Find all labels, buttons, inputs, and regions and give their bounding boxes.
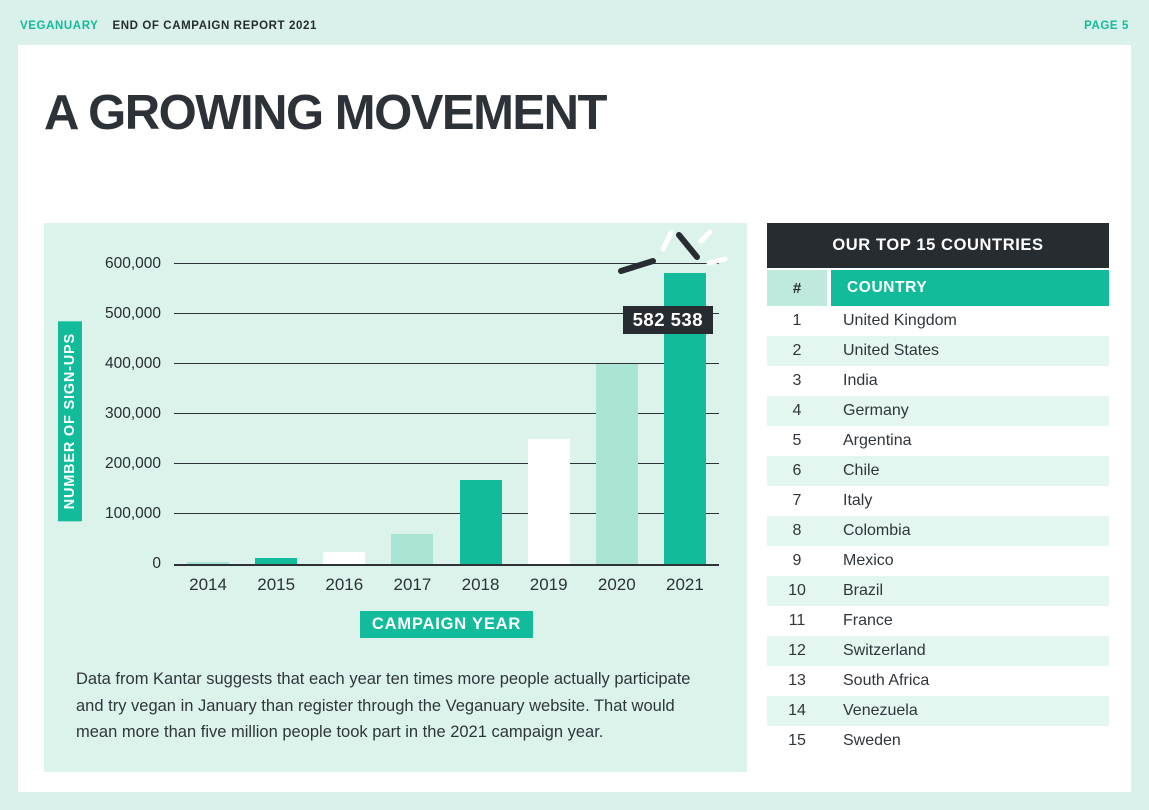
- table-row: 4 Germany: [767, 396, 1109, 426]
- sparkle-burst-icon: [618, 229, 728, 274]
- brand-logo: VEGANUARY: [20, 20, 99, 32]
- x-tick-label: 2014: [189, 575, 227, 594]
- table-header-row: # COUNTRY: [767, 270, 1109, 306]
- rank-cell: 15: [788, 732, 806, 749]
- bar-2018: [459, 480, 502, 564]
- rank-cell: 10: [788, 582, 806, 599]
- report-title: END OF CAMPAIGN REPORT 2021: [112, 20, 317, 32]
- gridline: [174, 363, 719, 364]
- table-row: 6 Chile: [767, 456, 1109, 486]
- table-row: 3 India: [767, 366, 1109, 396]
- table-row: 9 Mexico: [767, 546, 1109, 576]
- page-content: NUMBER OF SIGN-UPS 582 538 0 100,000 200,0…: [44, 223, 1109, 773]
- country-cell: Switzerland: [843, 642, 926, 659]
- y-axis-label: NUMBER OF SIGN-UPS: [58, 321, 82, 522]
- country-cell: Venezuela: [843, 702, 918, 719]
- country-cell: Colombia: [843, 522, 911, 539]
- gridline: [174, 263, 719, 264]
- table-row: 12 Switzerland: [767, 636, 1109, 666]
- page-title: A GROWING MOVEMENT: [44, 86, 607, 140]
- rank-cell: 8: [792, 522, 802, 539]
- bar-2015: [255, 558, 298, 564]
- country-cell: Sweden: [843, 732, 901, 749]
- table-row: 5 Argentina: [767, 426, 1109, 456]
- gridline: [174, 313, 719, 314]
- bar-2019: [527, 439, 570, 564]
- rank-cell: 3: [792, 372, 802, 389]
- top-countries-table: OUR TOP 15 COUNTRIES # COUNTRY 1 United K…: [767, 223, 1109, 772]
- country-cell: South Africa: [843, 672, 930, 689]
- table-row: 10 Brazil: [767, 576, 1109, 606]
- country-cell: Germany: [843, 402, 909, 419]
- x-axis-label-row: CAMPAIGN YEAR: [174, 611, 719, 638]
- x-tick-label: 2016: [325, 575, 364, 594]
- rank-cell: 7: [792, 492, 802, 509]
- table-row: 1 United Kingdom: [767, 306, 1109, 336]
- bar-2020: [595, 364, 638, 564]
- table-row: 11 France: [767, 606, 1109, 636]
- bar-2014: [187, 562, 230, 564]
- rank-cell: 9: [792, 552, 802, 569]
- x-axis-label: CAMPAIGN YEAR: [359, 611, 534, 638]
- page-card: A GROWING MOVEMENT NUMBER OF SIGN-UPS 58…: [18, 45, 1131, 793]
- x-tick-label: 2020: [597, 575, 636, 594]
- country-cell: Mexico: [843, 552, 894, 569]
- x-axis-ticks: 2014 2015 2016 2017 2018 2019 2020 2021: [174, 575, 719, 595]
- signups-chart-panel: NUMBER OF SIGN-UPS 582 538 0 100,000 200,0…: [44, 223, 747, 773]
- country-cell: India: [843, 372, 878, 389]
- y-tick-label: 300,000: [104, 405, 161, 422]
- x-tick-label: 2018: [461, 575, 500, 594]
- x-tick-label: 2021: [666, 575, 704, 594]
- y-tick-label: 400,000: [104, 355, 161, 372]
- country-cell: Brazil: [843, 582, 884, 599]
- x-tick-label: 2015: [257, 575, 296, 594]
- country-cell: Chile: [843, 462, 880, 479]
- rank-cell: 1: [792, 312, 802, 329]
- gridline: [174, 413, 719, 414]
- rank-cell: 13: [788, 672, 806, 689]
- y-tick-label: 0: [152, 555, 161, 572]
- rank-column-header: #: [767, 270, 827, 306]
- table-row: 13 South Africa: [767, 666, 1109, 696]
- country-cell: Argentina: [843, 432, 912, 449]
- table-row: 2 United States: [767, 336, 1109, 366]
- rank-cell: 11: [788, 612, 806, 629]
- chart-caption: Data from Kantar suggests that each year…: [76, 670, 691, 742]
- rank-cell: 5: [792, 432, 802, 449]
- y-tick-label: 600,000: [104, 255, 161, 272]
- table-row: 14 Venezuela: [767, 696, 1109, 726]
- y-tick-label: 100,000: [104, 505, 161, 522]
- table-body: 1 United Kingdom 2 United States 3 India 4 Germ…: [767, 306, 1109, 756]
- table-row: 7 Italy: [767, 486, 1109, 516]
- page-number: PAGE 5: [1084, 20, 1129, 32]
- table-row: 15 Sweden: [767, 726, 1109, 756]
- x-tick-label: 2019: [529, 575, 568, 594]
- bar-2017: [391, 534, 434, 564]
- table-row: 8 Colombia: [767, 516, 1109, 546]
- country-cell: United States: [843, 342, 940, 359]
- report-header: VEGANUARY END OF CAMPAIGN REPORT 2021 PA…: [0, 0, 1149, 45]
- rank-cell: 14: [788, 702, 806, 719]
- y-tick-label: 500,000: [104, 305, 161, 322]
- rank-cell: 6: [792, 462, 802, 479]
- bar-chart-plot: 582 538 0 100,000 200,000 300,000 400,000 500…: [105, 229, 728, 572]
- rank-cell: 12: [788, 642, 806, 659]
- y-tick-label: 200,000: [104, 455, 161, 472]
- gridline: [174, 463, 719, 464]
- country-cell: France: [843, 612, 893, 629]
- value-annotation-badge: 582 538: [622, 306, 713, 334]
- country-cell: Italy: [843, 492, 873, 509]
- country-column-header: COUNTRY: [831, 270, 1109, 306]
- bar-2016: [323, 552, 366, 564]
- x-tick-label: 2017: [393, 575, 432, 594]
- rank-cell: 4: [792, 402, 802, 419]
- gridline: [174, 513, 719, 514]
- country-cell: United Kingdom: [843, 312, 957, 329]
- table-title: OUR TOP 15 COUNTRIES: [767, 223, 1109, 268]
- plot-wrap: 582 538 0 100,000 200,000 300,000 400,000 500…: [105, 229, 728, 572]
- rank-cell: 2: [792, 342, 802, 359]
